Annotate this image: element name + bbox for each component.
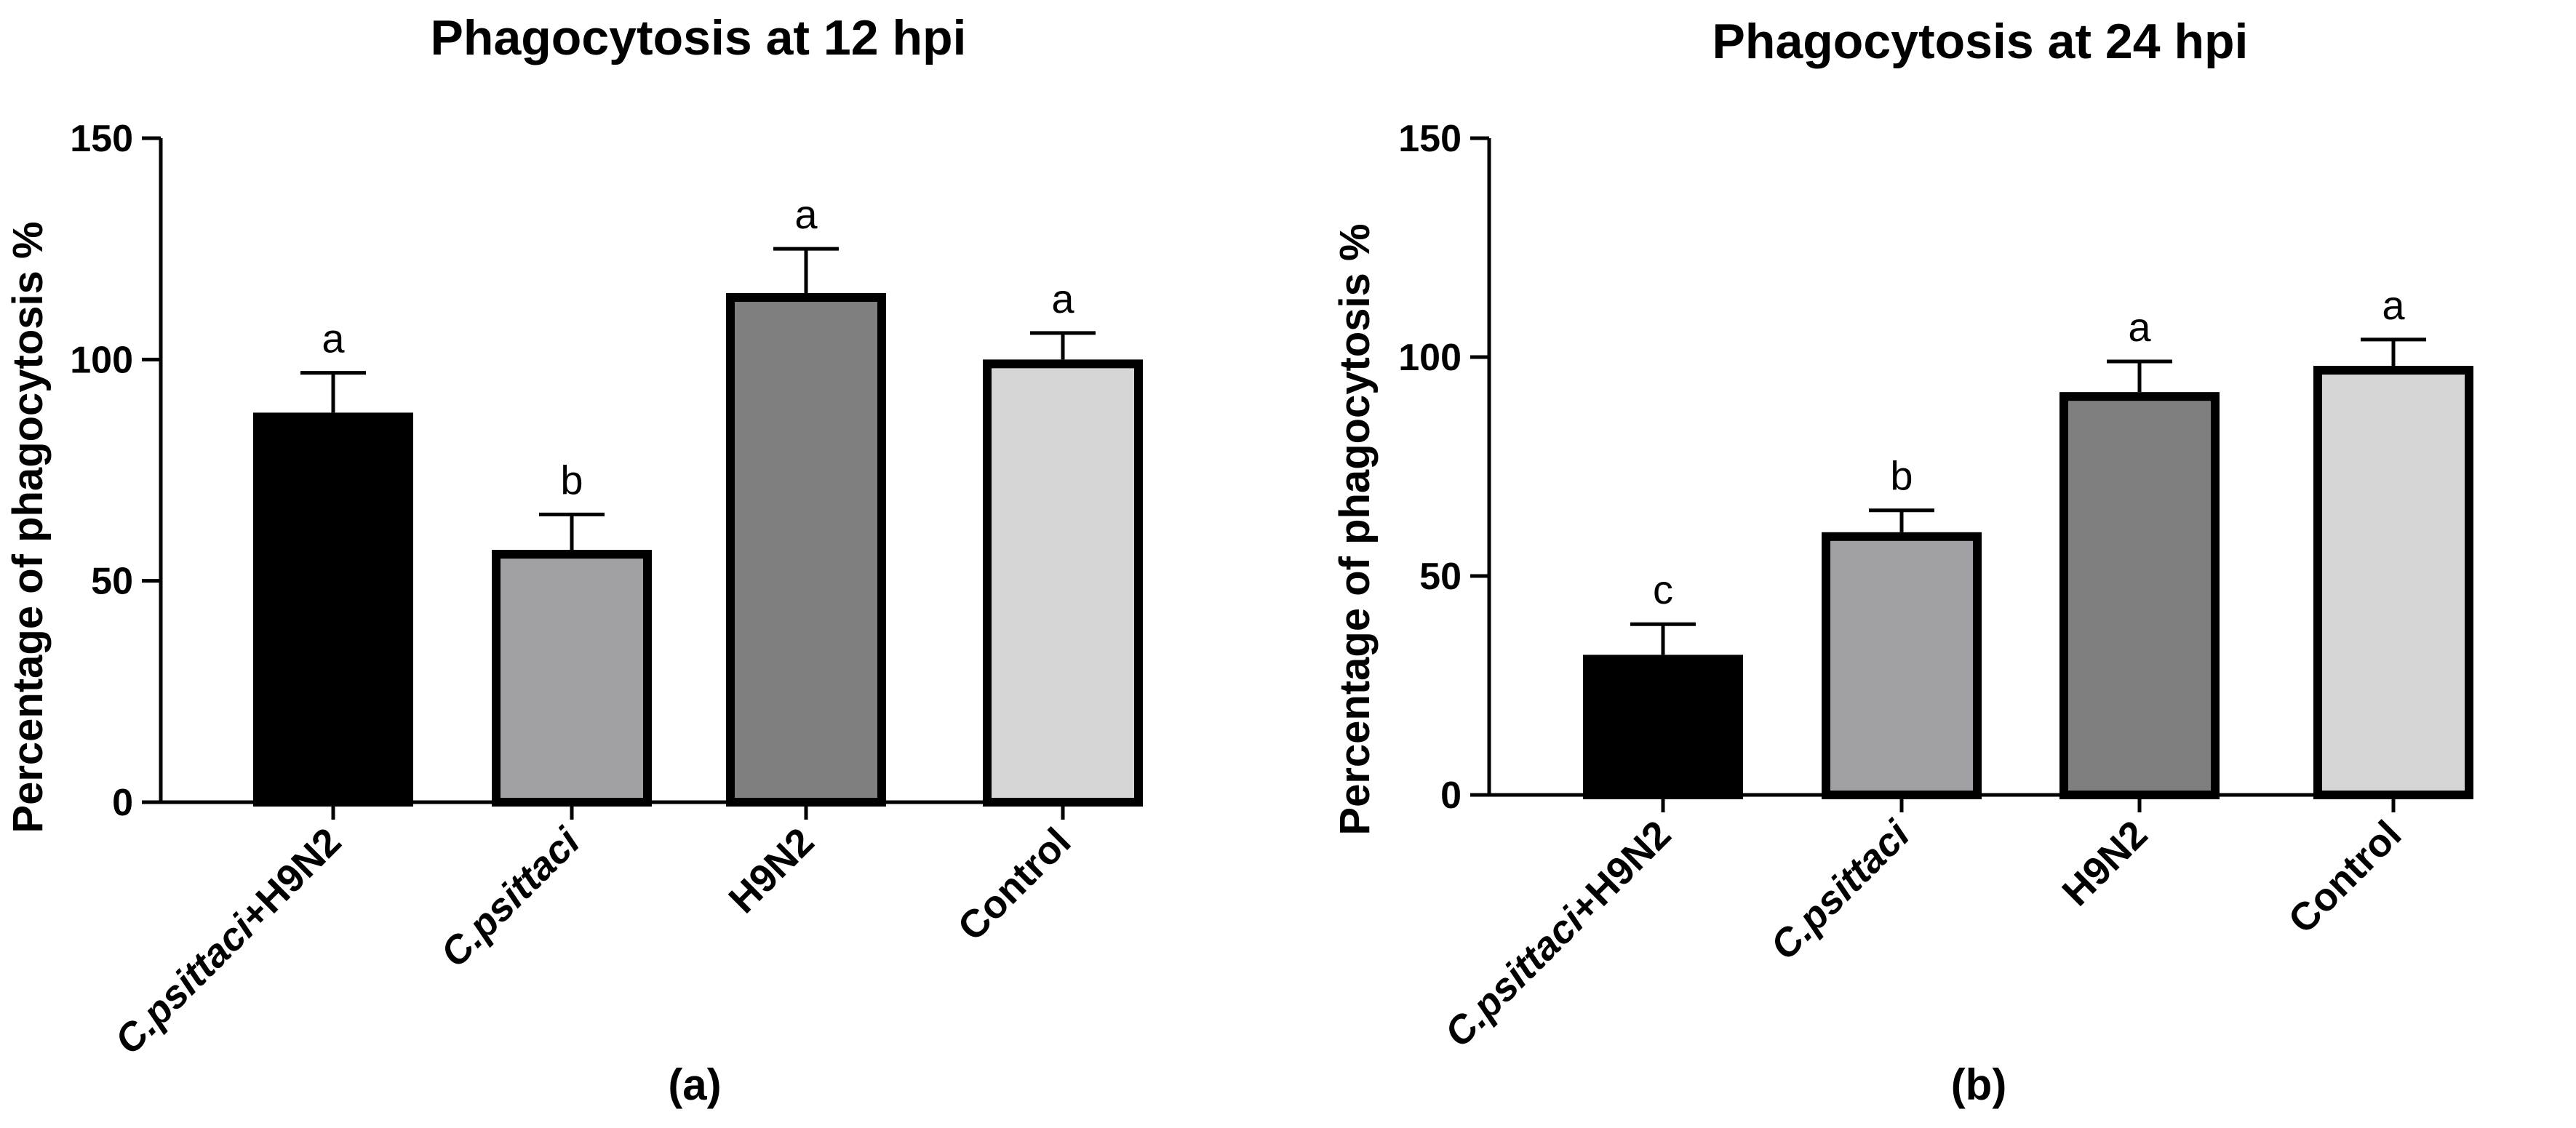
bar xyxy=(1822,532,1982,799)
panel-label: (a) xyxy=(668,1060,721,1109)
y-tick-label: 100 xyxy=(70,339,133,381)
bar-group xyxy=(253,293,1143,807)
y-tick-label: 0 xyxy=(1440,775,1462,817)
error-bar-group xyxy=(1630,337,2426,655)
y-tick-label: 50 xyxy=(1419,556,1462,598)
significance-label: a xyxy=(322,316,345,361)
bar xyxy=(726,293,886,807)
y-axis-label: Percentage of phagocytosis % xyxy=(1331,223,1379,835)
bar xyxy=(983,359,1143,807)
significance-label: a xyxy=(1051,276,1074,321)
panel-label: (b) xyxy=(1951,1060,2007,1109)
error-bar-group xyxy=(300,247,1096,551)
significance-label: c xyxy=(1653,567,1673,612)
y-tick-label: 150 xyxy=(1398,118,1462,160)
y-axis-label: Percentage of phagocytosis % xyxy=(4,221,52,833)
y-axis-ticks: 0 50 100 150 xyxy=(70,118,161,824)
significance-label-group: a b a a xyxy=(322,191,1074,503)
significance-label: b xyxy=(1890,453,1913,499)
y-tick-label: 100 xyxy=(1398,337,1462,379)
bar xyxy=(253,412,413,807)
bar xyxy=(1583,655,1743,799)
significance-label: a xyxy=(2382,282,2405,328)
y-axis-ticks: 0 50 100 150 xyxy=(1398,118,1489,817)
bar xyxy=(2313,366,2473,800)
chart-panel-a: Phagocytosis at 12 hpi Percentage of pha… xyxy=(4,10,1143,1109)
bar xyxy=(492,550,652,807)
significance-label: b xyxy=(560,457,583,503)
chart-title: Phagocytosis at 12 hpi xyxy=(431,10,967,65)
significance-label: a xyxy=(794,191,818,237)
y-tick-label: 50 xyxy=(91,561,133,603)
significance-label-group: c b a a xyxy=(1653,282,2405,612)
y-tick-label: 150 xyxy=(70,118,133,160)
chart-title: Phagocytosis at 24 hpi xyxy=(1712,14,2249,69)
bar xyxy=(2059,392,2220,799)
significance-label: a xyxy=(2128,304,2151,350)
y-tick-label: 0 xyxy=(112,782,133,824)
